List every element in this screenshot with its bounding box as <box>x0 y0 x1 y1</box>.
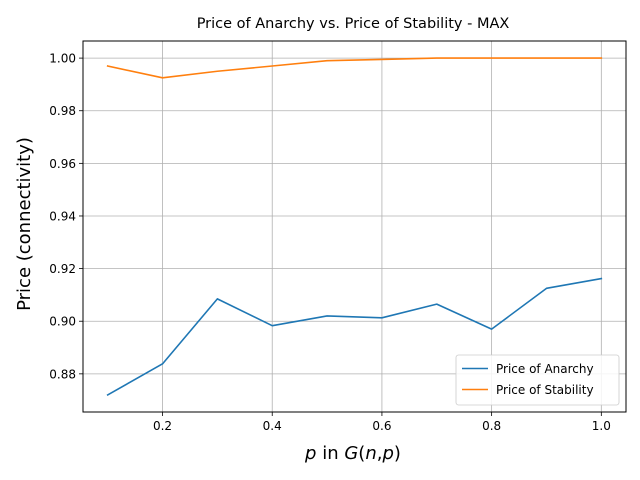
y-tick-label: 0.90 <box>49 315 76 329</box>
y-tick-label: 0.96 <box>49 157 76 171</box>
plot-frame <box>82 40 627 413</box>
chart-title: Price of Anarchy vs. Price of Stability … <box>197 16 510 32</box>
y-tick-label: 1.00 <box>49 52 76 66</box>
legend-label: Price of Anarchy <box>496 362 594 376</box>
series-lines <box>106 57 603 396</box>
legend: Price of Anarchy Price of Stability <box>455 354 620 406</box>
y-tick-label: 0.88 <box>49 367 76 381</box>
grid <box>83 41 626 412</box>
y-axis-label: Price (connectivity) <box>14 137 35 311</box>
legend-box <box>455 354 620 406</box>
y-tick-label: 0.94 <box>49 209 76 223</box>
x-tick-label: 0.8 <box>482 419 501 433</box>
x-tick-label: 0.2 <box>153 419 172 433</box>
y-axis-ticks: 0.88 0.90 0.92 0.94 0.96 0.98 1.00 <box>49 52 83 381</box>
y-tick-label: 0.92 <box>49 262 76 276</box>
y-tick-label: 0.98 <box>49 104 76 118</box>
x-tick-label: 0.6 <box>372 419 391 433</box>
x-tick-label: 0.4 <box>263 419 282 433</box>
x-axis-label: p in G(n,p) <box>304 443 401 464</box>
x-axis-ticks: 0.2 0.4 0.6 0.8 1.0 <box>153 412 611 433</box>
series-line <box>106 277 603 396</box>
x-tick-label: 1.0 <box>592 419 611 433</box>
legend-label: Price of Stability <box>496 383 594 397</box>
series-line <box>106 57 603 79</box>
